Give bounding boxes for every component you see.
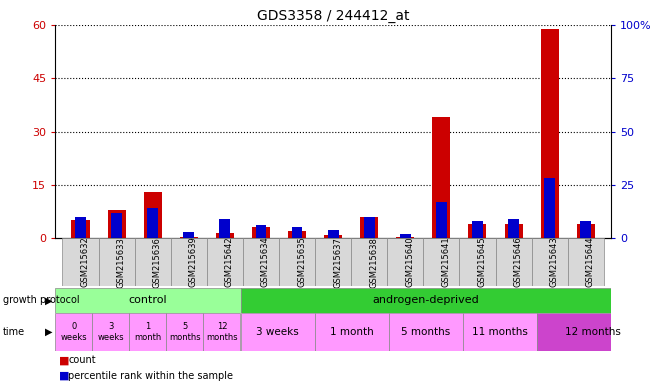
- Bar: [544, 179, 555, 238]
- Text: GSM215632: GSM215632: [81, 237, 90, 288]
- Text: GSM215641: GSM215641: [441, 237, 450, 287]
- Bar: [216, 233, 234, 238]
- Bar: [508, 219, 519, 238]
- Bar: [580, 221, 591, 238]
- Bar: [62, 238, 99, 286]
- Bar: [99, 238, 135, 286]
- Text: 3
weeks: 3 weeks: [98, 323, 124, 342]
- Bar: [432, 118, 450, 238]
- Text: GSM215638: GSM215638: [369, 237, 378, 288]
- Bar: [55, 288, 240, 313]
- Bar: [55, 313, 92, 351]
- Text: percentile rank within the sample: percentile rank within the sample: [68, 371, 233, 381]
- Text: ▶: ▶: [44, 327, 52, 337]
- Bar: [351, 238, 387, 286]
- Text: ■: ■: [58, 371, 69, 381]
- Text: control: control: [129, 295, 167, 306]
- Text: 12
months: 12 months: [206, 323, 238, 342]
- Bar: [396, 237, 414, 238]
- Bar: [129, 313, 166, 351]
- Bar: [279, 238, 315, 286]
- Bar: [423, 238, 460, 286]
- Text: androgen-deprived: androgen-deprived: [372, 295, 479, 306]
- Text: GSM215633: GSM215633: [116, 237, 125, 288]
- Bar: [207, 238, 243, 286]
- Bar: [240, 313, 315, 351]
- Text: GSM215636: GSM215636: [153, 237, 162, 288]
- Text: GSM215646: GSM215646: [514, 237, 523, 288]
- Text: GSM215642: GSM215642: [225, 237, 234, 287]
- Text: 5 months: 5 months: [401, 327, 450, 337]
- Bar: [364, 217, 374, 238]
- Text: growth protocol: growth protocol: [3, 295, 80, 306]
- Bar: [72, 220, 90, 238]
- Bar: [328, 230, 339, 238]
- Text: GSM215640: GSM215640: [406, 237, 414, 287]
- Text: 1 month: 1 month: [330, 327, 374, 337]
- Bar: [108, 210, 125, 238]
- Text: GSM215644: GSM215644: [586, 237, 595, 287]
- Text: 11 months: 11 months: [472, 327, 528, 337]
- Bar: [240, 288, 611, 313]
- Bar: [292, 227, 302, 238]
- Bar: [75, 217, 86, 238]
- Bar: [171, 238, 207, 286]
- Bar: [324, 235, 342, 238]
- Text: count: count: [68, 355, 96, 365]
- Bar: [148, 208, 158, 238]
- Bar: [166, 313, 203, 351]
- Bar: [577, 224, 595, 238]
- Text: ▶: ▶: [44, 295, 52, 306]
- Bar: [472, 221, 483, 238]
- Text: 1
month: 1 month: [135, 323, 161, 342]
- Bar: [288, 231, 306, 238]
- Bar: [460, 238, 495, 286]
- Bar: [504, 224, 523, 238]
- Text: ■: ■: [58, 355, 69, 365]
- Bar: [469, 224, 486, 238]
- Bar: [389, 313, 463, 351]
- Bar: [135, 238, 171, 286]
- Bar: [144, 192, 162, 238]
- Title: GDS3358 / 244412_at: GDS3358 / 244412_at: [257, 8, 410, 23]
- Text: 12 months: 12 months: [565, 327, 620, 337]
- Text: GSM215639: GSM215639: [188, 237, 198, 288]
- Bar: [436, 202, 447, 238]
- Text: 3 weeks: 3 weeks: [256, 327, 299, 337]
- Bar: [315, 313, 389, 351]
- Bar: [463, 313, 537, 351]
- Bar: [203, 313, 240, 351]
- Text: 5
months: 5 months: [169, 323, 201, 342]
- Text: GSM215643: GSM215643: [550, 237, 558, 288]
- Text: GSM215637: GSM215637: [333, 237, 342, 288]
- Bar: [537, 313, 648, 351]
- Text: GSM215635: GSM215635: [297, 237, 306, 288]
- Bar: [360, 217, 378, 238]
- Bar: [495, 238, 532, 286]
- Bar: [180, 237, 198, 238]
- Bar: [252, 227, 270, 238]
- Bar: [92, 313, 129, 351]
- Bar: [567, 238, 604, 286]
- Bar: [183, 232, 194, 238]
- Text: GSM215645: GSM215645: [478, 237, 486, 287]
- Text: GSM215634: GSM215634: [261, 237, 270, 288]
- Text: time: time: [3, 327, 25, 337]
- Bar: [243, 238, 279, 286]
- Bar: [532, 238, 567, 286]
- Bar: [220, 219, 230, 238]
- Bar: [255, 225, 266, 238]
- Bar: [400, 234, 411, 238]
- Bar: [387, 238, 423, 286]
- Bar: [541, 28, 558, 238]
- Bar: [315, 238, 351, 286]
- Bar: [111, 212, 122, 238]
- Text: 0
weeks: 0 weeks: [60, 323, 87, 342]
